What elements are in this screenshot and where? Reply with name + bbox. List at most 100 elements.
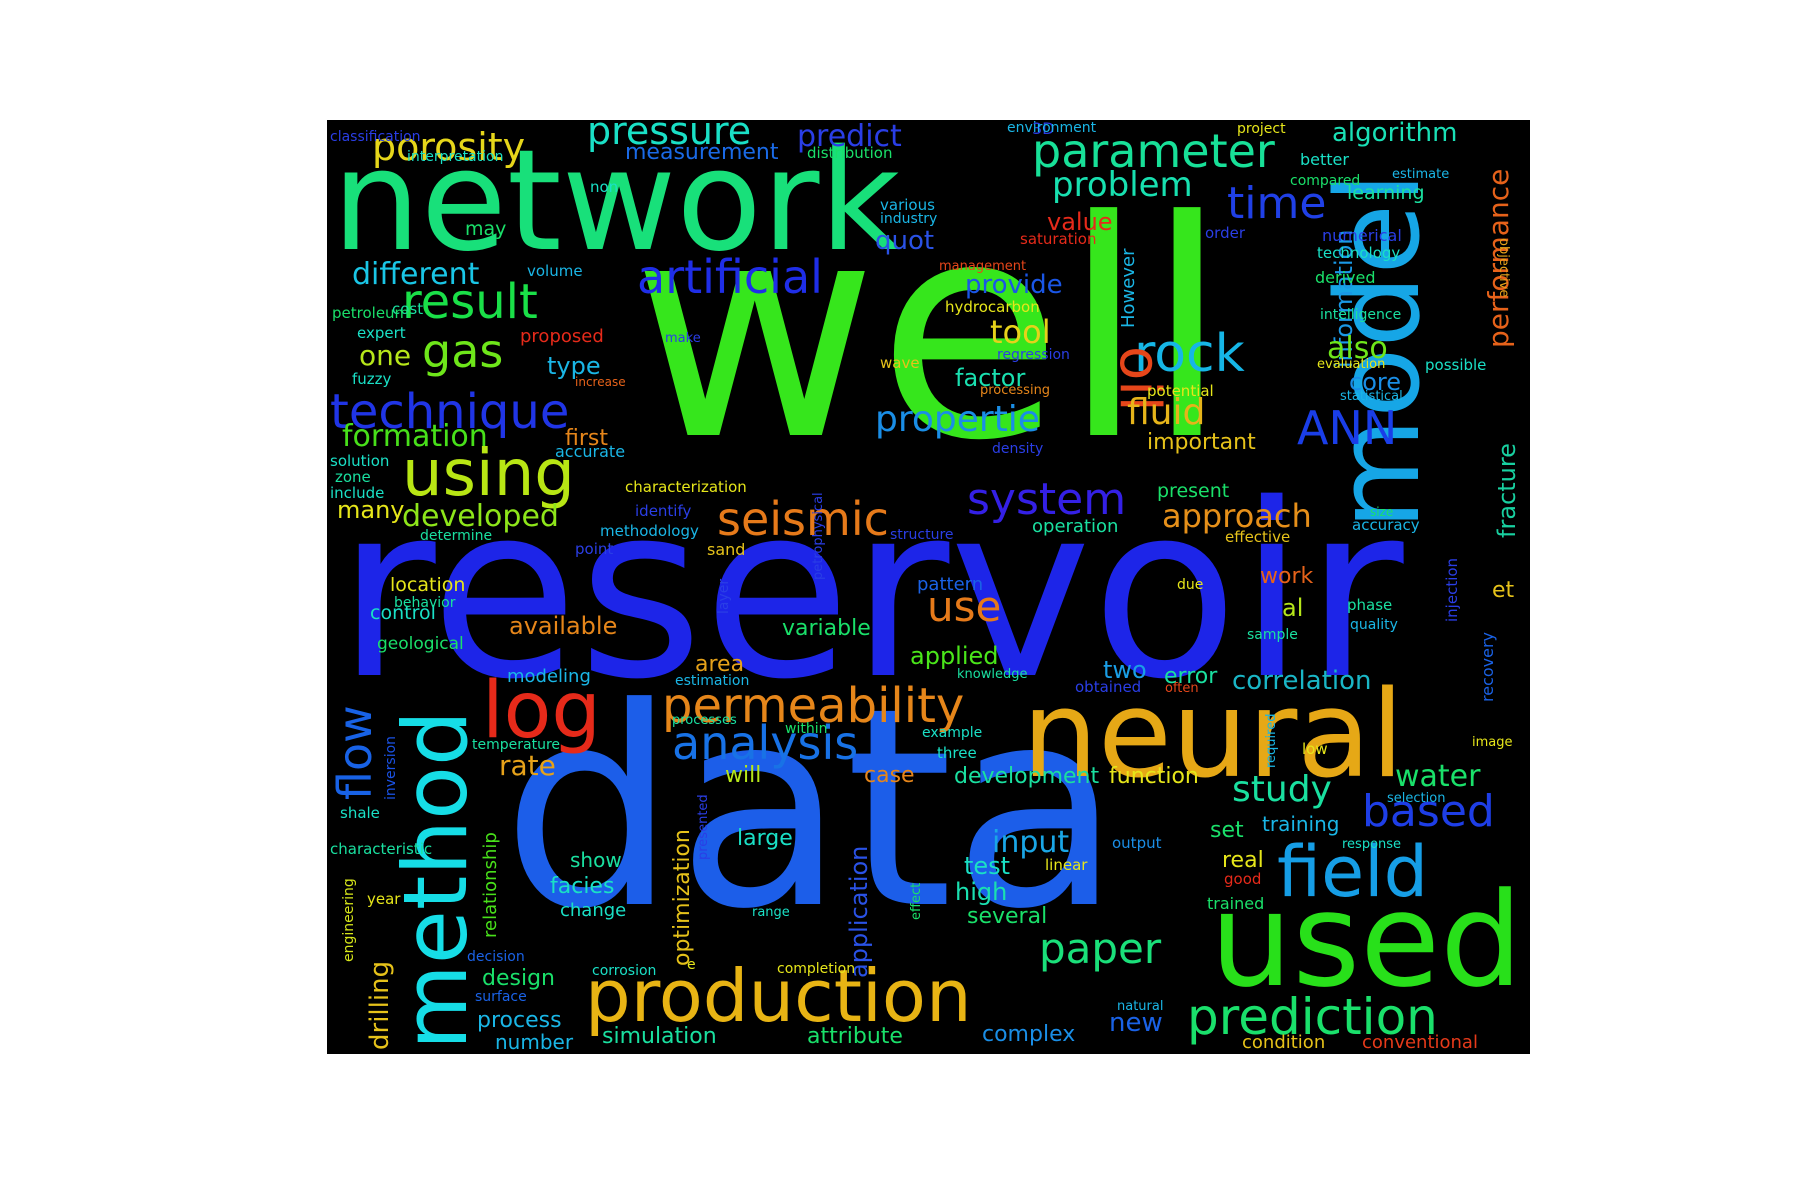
cloud-word: range <box>752 905 790 920</box>
cloud-word: technique <box>330 384 570 440</box>
cloud-word: saturation <box>1020 230 1097 248</box>
cloud-word: measurement <box>625 140 779 165</box>
cloud-word: determine <box>420 528 493 544</box>
cloud-word: hydrocarbon <box>945 298 1040 316</box>
cloud-word: function <box>1109 764 1199 789</box>
cloud-word: knowledge <box>957 667 1028 682</box>
cloud-word: regression <box>997 347 1070 363</box>
cloud-word: pressure <box>587 120 752 153</box>
cloud-word: output <box>1112 834 1162 852</box>
cloud-word: However <box>1118 248 1139 328</box>
cloud-word: set <box>1210 818 1244 843</box>
cloud-word: quot <box>875 226 935 256</box>
cloud-word: correlation <box>1232 666 1372 696</box>
cloud-word: control <box>370 602 436 624</box>
cloud-word: condition <box>1242 1032 1326 1053</box>
cloud-word: et <box>1492 578 1515 603</box>
cloud-word: data <box>502 649 1122 969</box>
cloud-word: fuzzy <box>352 370 392 388</box>
cloud-word: order <box>1205 224 1245 242</box>
cloud-word: tool <box>990 313 1051 351</box>
cloud-word: response <box>1342 837 1402 852</box>
cloud-word: presented <box>696 794 711 860</box>
cloud-word: zone <box>335 468 371 486</box>
cloud-word: size <box>1370 505 1394 519</box>
cloud-word: provide <box>965 270 1063 300</box>
cloud-word: distribution <box>807 144 893 162</box>
cloud-word: neural <box>1022 666 1405 805</box>
cloud-word: prediction <box>1187 988 1438 1046</box>
cloud-word: technology <box>1317 244 1401 262</box>
cloud-word: high <box>955 878 1008 906</box>
cloud-word: change <box>560 900 627 921</box>
cloud-word: different <box>352 257 480 292</box>
cloud-word: number <box>495 1030 574 1054</box>
cloud-word: structure <box>890 527 954 543</box>
cloud-word: better <box>1300 150 1349 169</box>
cloud-word: derived <box>1315 268 1376 287</box>
cloud-word: density <box>992 441 1044 457</box>
cloud-word: approach <box>1162 497 1312 535</box>
cloud-word: developed <box>402 499 559 534</box>
cloud-word: rock <box>1134 324 1245 384</box>
cloud-word: evaluation <box>1317 357 1386 372</box>
cloud-word: factor <box>955 364 1026 392</box>
cloud-word: methodology <box>600 522 699 540</box>
cloud-word: shale <box>340 804 380 822</box>
cloud-word: temperature <box>472 737 560 753</box>
cloud-word: processes <box>672 713 737 728</box>
cloud-word: formation <box>342 419 488 454</box>
cloud-word: one <box>359 339 412 372</box>
cloud-word: management <box>939 259 1027 274</box>
cloud-word: conventional <box>1362 1032 1478 1053</box>
cloud-word: reservoir <box>337 452 1404 732</box>
cloud-word: pattern <box>917 574 984 595</box>
cloud-word: make <box>665 331 701 346</box>
cloud-word: industry <box>880 211 938 227</box>
cloud-word: cost <box>392 300 424 318</box>
cloud-word: linear <box>1045 856 1088 874</box>
cloud-word: many <box>337 496 405 524</box>
cloud-word: processing <box>980 383 1051 398</box>
cloud-word: network <box>332 120 901 283</box>
cloud-word: project <box>1237 121 1286 137</box>
cloud-word: application <box>845 845 873 978</box>
cloud-word: injection <box>1443 557 1461 622</box>
cloud-word: due <box>1177 577 1204 593</box>
cloud-word: problem <box>1052 165 1193 205</box>
cloud-word: value <box>1047 208 1113 236</box>
cloud-word: e <box>687 957 696 973</box>
cloud-word: complex <box>982 1022 1076 1047</box>
cloud-word: three <box>937 744 977 762</box>
cloud-word: al <box>1282 594 1304 622</box>
cloud-word: characterization <box>625 478 747 496</box>
cloud-word: year <box>367 890 401 908</box>
cloud-word: trained <box>1207 894 1265 913</box>
cloud-word: expert <box>357 324 406 342</box>
cloud-word: result <box>402 274 538 330</box>
cloud-word: log <box>482 666 601 756</box>
cloud-word: core <box>1349 368 1401 396</box>
cloud-word: ANN <box>1297 401 1398 455</box>
cloud-word: propertie <box>875 399 1040 440</box>
cloud-word: quality <box>1350 617 1398 633</box>
cloud-word: effect <box>909 882 924 920</box>
cloud-word: corrosion <box>592 963 657 979</box>
cloud-word: new <box>1109 1008 1163 1038</box>
cloud-word: production <box>585 954 972 1038</box>
cloud-word: statistical <box>1340 389 1403 404</box>
cloud-word: completion <box>777 961 856 977</box>
cloud-word: drilling <box>365 960 395 1050</box>
cloud-word: present <box>1157 480 1230 502</box>
cloud-word: identify <box>635 502 692 520</box>
cloud-word: permeability <box>662 678 965 734</box>
cloud-word: will <box>725 763 762 788</box>
cloud-word: geological <box>377 634 464 654</box>
cloud-word: based <box>1362 786 1495 837</box>
cloud-word: inversion <box>383 735 399 800</box>
cloud-word: petrophysical <box>811 492 826 580</box>
cloud-word: compared <box>1290 173 1361 189</box>
cloud-word: type <box>547 352 601 380</box>
cloud-word: first <box>565 426 608 451</box>
cloud-word: important <box>1147 430 1256 455</box>
